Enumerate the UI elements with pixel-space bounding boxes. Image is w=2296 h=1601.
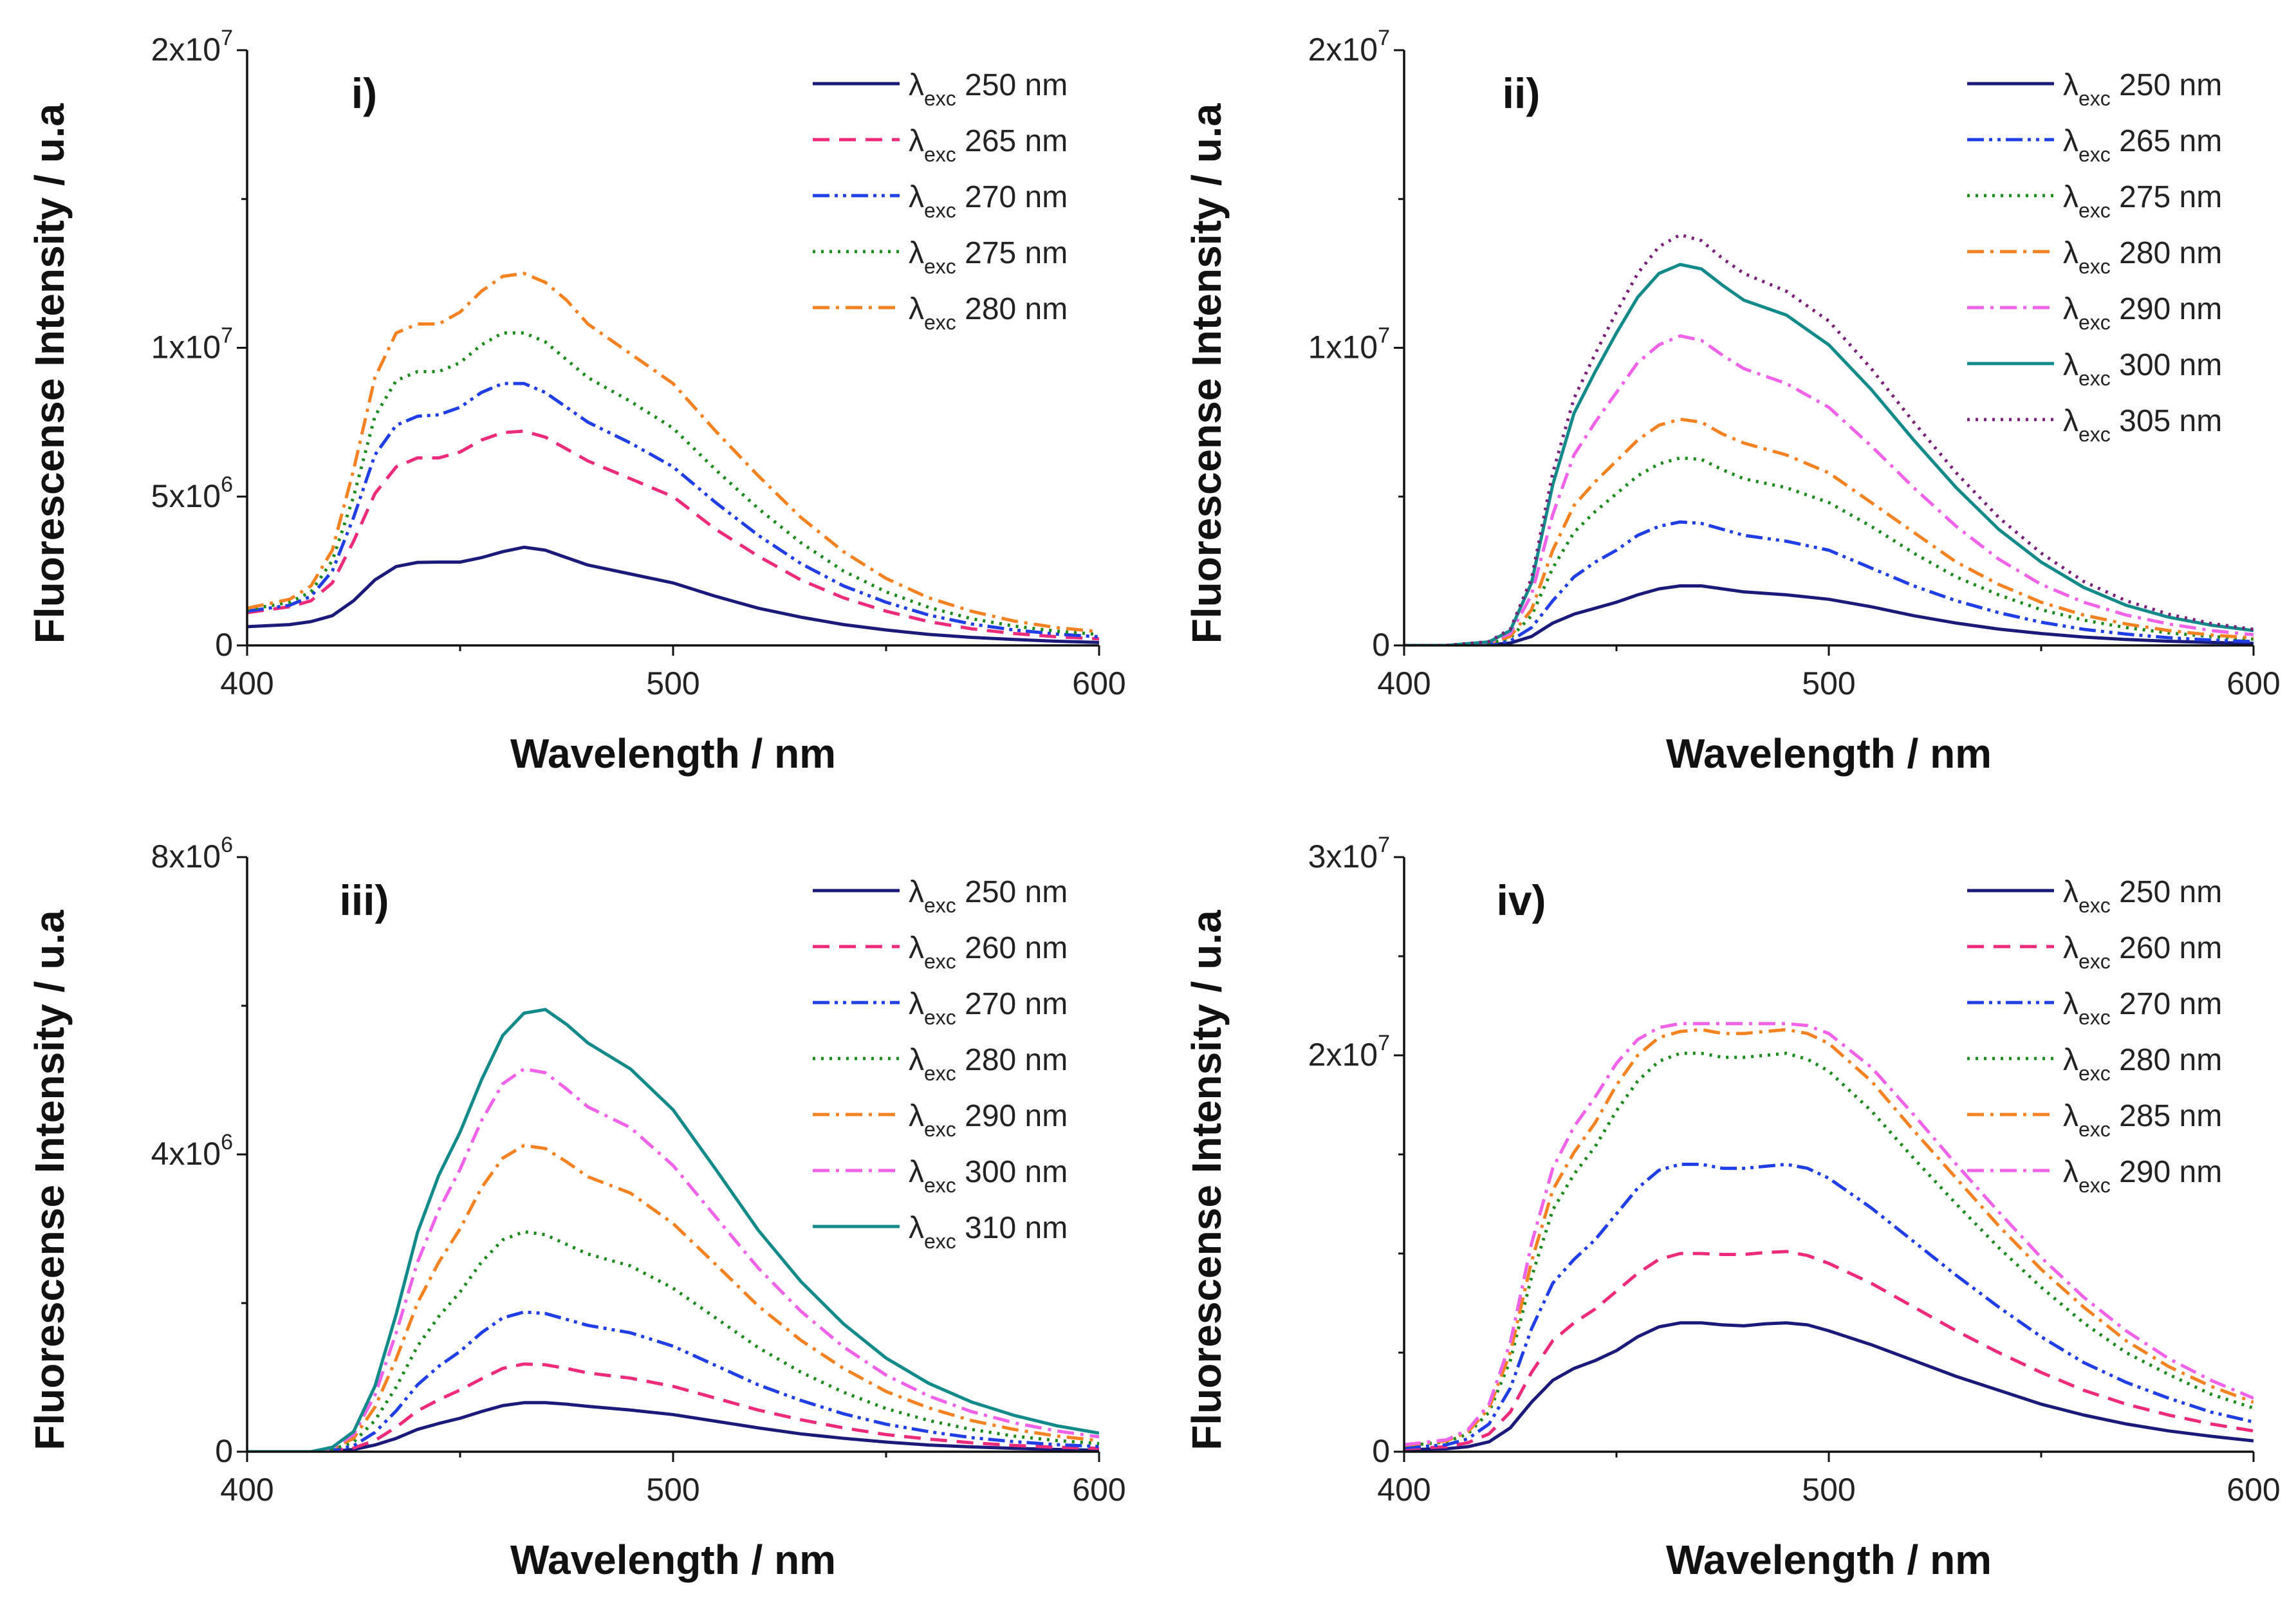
- series-line-280-nm: [247, 272, 1099, 634]
- legend-label: λexc 280 nm: [2063, 1043, 2222, 1085]
- legend-label: λexc 265 nm: [2063, 124, 2222, 166]
- y-tick-label: 2x107: [1308, 26, 1390, 68]
- series-line-250-nm: [247, 1401, 1099, 1452]
- y-tick-label: 5x106: [151, 472, 233, 514]
- series-line-280-nm: [1404, 1051, 2254, 1448]
- y-tick-label: 1x107: [151, 324, 233, 366]
- legend-label: λexc 280 nm: [909, 1043, 1068, 1085]
- y-tick-label: 0: [1372, 1433, 1390, 1469]
- y-tick-label: 2x107: [151, 26, 233, 68]
- legend-label: λexc 290 nm: [2063, 292, 2222, 334]
- legend-label: λexc 290 nm: [909, 1099, 1068, 1141]
- x-tick-label: 600: [2227, 1472, 2280, 1508]
- legend-label: λexc 270 nm: [909, 180, 1068, 222]
- legend-label: λexc 270 nm: [909, 987, 1068, 1029]
- y-tick-label: 4x106: [151, 1130, 233, 1172]
- series-line-285-nm: [1404, 1028, 2254, 1447]
- legend-label: λexc 250 nm: [2063, 68, 2222, 110]
- series-line-270-nm: [247, 1310, 1099, 1452]
- panel-label: ii): [1503, 69, 1541, 117]
- y-axis-title: Fluorescense Intensity / u.a: [1183, 910, 1230, 1450]
- legend-label: λexc 265 nm: [909, 124, 1068, 166]
- x-axis-title: Wavelength / nm: [1666, 1537, 1992, 1583]
- x-tick-label: 500: [1802, 665, 1855, 701]
- panel-label: i): [351, 69, 377, 117]
- y-axis-title: Fluorescense Intensity / u.a: [26, 910, 73, 1450]
- series-line-250-nm: [1404, 1321, 2254, 1452]
- chart-panel-1: 400 500 600 0 5x106 1x107 2x107 Wavelength / nm…: [26, 26, 1126, 777]
- y-tick-label: 8x106: [151, 833, 233, 875]
- series-line-290-nm: [247, 1143, 1099, 1452]
- x-axis-title: Wavelength / nm: [510, 730, 836, 777]
- legend-label: λexc 300 nm: [2063, 348, 2222, 390]
- x-tick-label: 500: [646, 665, 699, 701]
- x-tick-label: 600: [1072, 1472, 1125, 1508]
- x-axis-title: Wavelength / nm: [510, 1537, 836, 1583]
- legend-label: λexc 275 nm: [2063, 180, 2222, 222]
- panel-label: iii): [340, 876, 389, 924]
- legend-label: λexc 280 nm: [909, 292, 1068, 334]
- y-tick-label: 0: [215, 627, 233, 663]
- y-axis-title: Fluorescense Intensity / u.a: [1183, 103, 1230, 643]
- legend-label: λexc 275 nm: [909, 236, 1068, 278]
- series-line-280-nm: [1404, 418, 2254, 645]
- legend: λexc 250 nm λexc 265 nm λexc 270 nm λexc 27…: [813, 68, 1068, 334]
- legend-label: λexc 260 nm: [2063, 931, 2222, 973]
- legend-label: λexc 280 nm: [2063, 236, 2222, 278]
- y-tick-label: 0: [215, 1433, 233, 1469]
- legend-label: λexc 250 nm: [909, 875, 1068, 917]
- legend-label: λexc 305 nm: [2063, 404, 2222, 446]
- series-line-300-nm: [247, 1067, 1099, 1452]
- legend: λexc 250 nm λexc 260 nm λexc 270 nm λexc 28…: [1967, 875, 2222, 1197]
- series-group: [1404, 233, 2254, 645]
- series-line-290-nm: [1404, 1022, 2254, 1447]
- x-tick-label: 500: [646, 1472, 699, 1508]
- x-tick-label: 400: [1377, 665, 1430, 701]
- series-line-275-nm: [1404, 456, 2254, 645]
- series-line-305-nm: [1404, 233, 2254, 645]
- x-axis-title: Wavelength / nm: [1666, 730, 1992, 777]
- legend-label: λexc 285 nm: [2063, 1099, 2222, 1141]
- legend-label: λexc 290 nm: [2063, 1155, 2222, 1197]
- legend-label: λexc 260 nm: [909, 931, 1068, 973]
- series-group: [1404, 1022, 2254, 1452]
- legend-label: λexc 300 nm: [909, 1155, 1068, 1197]
- chart-panel-4: 400 500 600 0 2x107 3x107 Wavelength / nm Fluor…: [1183, 833, 2281, 1583]
- y-tick-label: 0: [1372, 627, 1390, 663]
- y-tick-label: 3x107: [1308, 833, 1390, 875]
- series-line-290-nm: [1404, 334, 2254, 645]
- x-tick-label: 600: [2227, 665, 2280, 701]
- y-axis-title: Fluorescense Intensity / u.a: [26, 103, 73, 643]
- legend-label: λexc 250 nm: [2063, 875, 2222, 917]
- y-tick-label: 1x107: [1308, 324, 1390, 366]
- legend: λexc 250 nm λexc 260 nm λexc 270 nm λexc 28…: [813, 875, 1068, 1253]
- series-line-265-nm: [1404, 520, 2254, 645]
- panel-label: iv): [1496, 876, 1546, 924]
- legend-label: λexc 250 nm: [909, 68, 1068, 110]
- x-tick-label: 500: [1802, 1472, 1855, 1508]
- x-tick-label: 400: [220, 1472, 273, 1508]
- x-tick-label: 400: [1377, 1472, 1430, 1508]
- series-group: [247, 1008, 1099, 1452]
- series-line-270-nm: [1404, 1162, 2254, 1450]
- legend-label: λexc 270 nm: [2063, 987, 2222, 1029]
- series-line-260-nm: [247, 1362, 1099, 1452]
- series-group: [247, 272, 1099, 644]
- series-line-260-nm: [1404, 1250, 2254, 1450]
- chart-panel-2: 400 500 600 0 1x107 2x107 Wavelength / nm Fluor…: [1183, 26, 2281, 777]
- x-tick-label: 600: [1072, 665, 1125, 701]
- series-line-310-nm: [247, 1008, 1099, 1452]
- chart-panel-3: 400 500 600 0 4x106 8x106 Wavelength / nm Fluor…: [26, 833, 1126, 1583]
- series-line-280-nm: [247, 1230, 1099, 1452]
- y-tick-label: 2x107: [1308, 1031, 1390, 1073]
- series-line-265-nm: [247, 429, 1099, 641]
- series-line-250-nm: [247, 545, 1099, 644]
- x-tick-label: 400: [220, 665, 273, 701]
- series-line-250-nm: [1404, 584, 2254, 645]
- legend: λexc 250 nm λexc 265 nm λexc 275 nm λexc 28…: [1967, 68, 2222, 446]
- series-line-270-nm: [247, 382, 1099, 639]
- legend-label: λexc 310 nm: [909, 1211, 1068, 1253]
